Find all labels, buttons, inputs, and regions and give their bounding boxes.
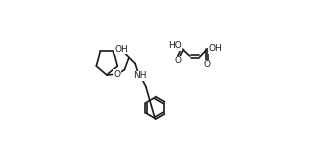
Text: NH: NH — [133, 71, 146, 80]
Text: OH: OH — [208, 45, 222, 53]
Text: O: O — [175, 56, 182, 65]
Text: O: O — [204, 60, 211, 69]
Text: HO: HO — [168, 41, 182, 50]
Text: OH: OH — [115, 45, 128, 54]
Text: O: O — [113, 70, 120, 79]
